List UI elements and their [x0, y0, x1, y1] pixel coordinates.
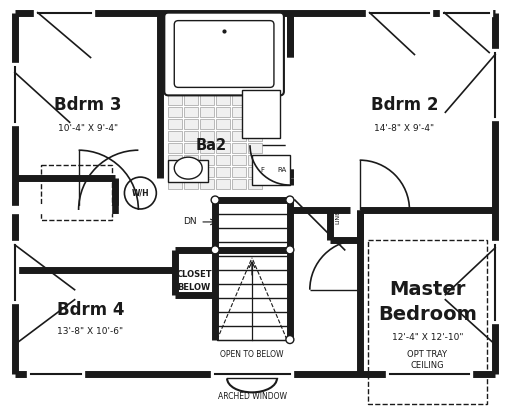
Bar: [184, 155, 198, 165]
Bar: [41, 165, 112, 220]
Bar: [200, 167, 214, 177]
Text: OPT TRAY: OPT TRAY: [407, 350, 446, 359]
Bar: [200, 95, 214, 105]
Bar: [216, 179, 230, 189]
Bar: [216, 107, 230, 117]
Bar: [216, 155, 230, 165]
Text: RA: RA: [277, 167, 286, 173]
FancyBboxPatch shape: [164, 13, 284, 95]
Bar: [247, 107, 262, 117]
Bar: [184, 143, 198, 153]
Bar: [232, 143, 245, 153]
Bar: [247, 155, 262, 165]
Text: Ba2: Ba2: [195, 138, 226, 153]
Text: DN: DN: [183, 217, 196, 226]
Bar: [247, 95, 262, 105]
Circle shape: [286, 335, 293, 344]
Text: 14'-8" X 9'-4": 14'-8" X 9'-4": [374, 124, 434, 133]
Bar: [232, 179, 245, 189]
Text: Bedroom: Bedroom: [377, 305, 476, 324]
Bar: [168, 160, 208, 182]
Bar: [168, 179, 182, 189]
Ellipse shape: [174, 157, 202, 179]
Bar: [216, 119, 230, 129]
Circle shape: [124, 177, 156, 209]
Text: 13'-8" X 10'-6": 13'-8" X 10'-6": [58, 327, 123, 336]
Text: CLOSET: CLOSET: [176, 270, 212, 279]
Bar: [168, 119, 182, 129]
Bar: [184, 95, 198, 105]
Circle shape: [286, 246, 293, 254]
Bar: [216, 95, 230, 105]
Bar: [216, 131, 230, 141]
Bar: [232, 119, 245, 129]
Bar: [168, 155, 182, 165]
Text: W/H: W/H: [131, 189, 149, 198]
Text: OPEN TO BELOW: OPEN TO BELOW: [220, 350, 283, 359]
Bar: [216, 143, 230, 153]
Bar: [247, 167, 262, 177]
FancyBboxPatch shape: [174, 21, 273, 88]
Bar: [184, 131, 198, 141]
Text: Bdrm 3: Bdrm 3: [54, 96, 121, 114]
Bar: [232, 131, 245, 141]
Bar: [168, 131, 182, 141]
Bar: [232, 107, 245, 117]
Bar: [168, 143, 182, 153]
Bar: [200, 155, 214, 165]
Bar: [216, 167, 230, 177]
Bar: [232, 155, 245, 165]
Bar: [200, 131, 214, 141]
Text: LINEN: LINEN: [334, 206, 340, 224]
Text: 12'-4" X 12'-10": 12'-4" X 12'-10": [391, 333, 462, 342]
Text: Bdrm 4: Bdrm 4: [56, 301, 124, 319]
Bar: [200, 179, 214, 189]
Bar: [247, 119, 262, 129]
Text: Master: Master: [388, 280, 465, 299]
Bar: [168, 95, 182, 105]
Bar: [200, 107, 214, 117]
Text: BELOW: BELOW: [177, 283, 210, 292]
Circle shape: [286, 196, 293, 204]
Bar: [232, 167, 245, 177]
Bar: [168, 167, 182, 177]
Text: F: F: [260, 167, 264, 173]
Circle shape: [211, 196, 219, 204]
Circle shape: [211, 246, 219, 254]
Bar: [232, 95, 245, 105]
Text: ARCHED WINDOW: ARCHED WINDOW: [217, 392, 286, 401]
Bar: [184, 107, 198, 117]
Text: CEILING: CEILING: [410, 361, 443, 370]
Text: 10'-4" X 9'-4": 10'-4" X 9'-4": [58, 124, 118, 133]
Bar: [184, 167, 198, 177]
Bar: [367, 240, 486, 404]
Bar: [242, 90, 279, 138]
Bar: [200, 143, 214, 153]
Bar: [200, 119, 214, 129]
Bar: [247, 131, 262, 141]
Bar: [184, 119, 198, 129]
Bar: [184, 179, 198, 189]
Text: Bdrm 2: Bdrm 2: [370, 96, 437, 114]
Bar: [168, 107, 182, 117]
Bar: [251, 155, 289, 185]
Bar: [247, 143, 262, 153]
Bar: [247, 179, 262, 189]
